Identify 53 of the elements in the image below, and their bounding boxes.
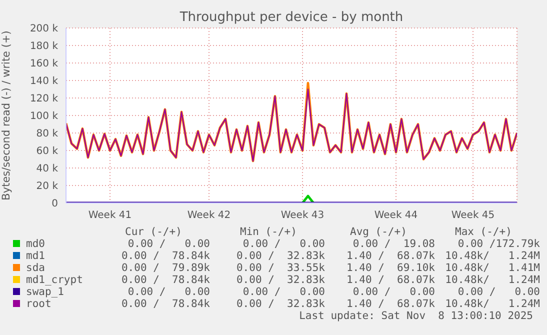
text: 0.00 / 0.00 bbox=[352, 286, 435, 298]
y-tick-label: 60 k bbox=[36, 146, 58, 158]
y-tick-label: 200 k bbox=[30, 24, 58, 35]
text: 0.00 / 78.84k bbox=[120, 274, 210, 286]
text: 1.40 / 69.10k bbox=[345, 262, 435, 274]
text: 0.00 /172.79k bbox=[456, 238, 540, 250]
y-tick-label: 100 k bbox=[30, 111, 58, 122]
y-tick-label: 180 k bbox=[30, 41, 58, 52]
y-tick-label: 0 bbox=[52, 198, 58, 210]
chart-title: Throughput per device - by month bbox=[178, 10, 404, 25]
text: 0.00 / 19.08 bbox=[352, 238, 435, 250]
legend-label: swap_1 bbox=[26, 286, 64, 298]
text: 0.00 / 78.84k bbox=[120, 250, 210, 262]
text: 10.48k/ 1.24M bbox=[444, 274, 540, 286]
y-tick-label: 140 k bbox=[30, 76, 58, 88]
legend-label: md1_crypt bbox=[26, 274, 83, 286]
text: Min (-/+) bbox=[240, 226, 297, 238]
text: 0.00 / 32.83k bbox=[235, 298, 325, 310]
text: 1.40 / 68.07k bbox=[345, 298, 435, 310]
text: 10.48k/ 1.24M bbox=[444, 298, 540, 310]
text: 0.00 / 79.89k bbox=[120, 262, 210, 274]
text: 1.40 / 68.07k bbox=[345, 250, 435, 262]
text: 0.00 / 78.84k bbox=[120, 298, 210, 310]
x-tick-label: Week 42 bbox=[187, 210, 231, 222]
text: 0.00 / 0.00 bbox=[242, 286, 325, 298]
text: 1.40 / 68.07k bbox=[345, 274, 435, 286]
y-tick-label: 20 k bbox=[36, 181, 58, 192]
legend-label: root bbox=[26, 298, 52, 310]
text: 0.00 / 32.83k bbox=[235, 274, 325, 286]
text: 0.00 / 0.00 bbox=[126, 286, 210, 298]
legend-label: sda bbox=[26, 262, 45, 274]
y-tick-label: 80 k bbox=[36, 128, 58, 140]
text: Last update: Sat Nov 8 13:00:10 2025 bbox=[299, 310, 533, 322]
x-tick-label: Week 41 bbox=[88, 210, 132, 222]
text: Cur (-/+) bbox=[125, 226, 182, 238]
text: 0.00 / 0.00 bbox=[126, 238, 210, 250]
legend-label: md1 bbox=[26, 250, 45, 262]
text: 10.48k/ 1.41M bbox=[444, 262, 540, 274]
y-tick-label: 40 k bbox=[36, 164, 58, 175]
text: 0.00 / 32.83k bbox=[235, 250, 325, 262]
text: 0.00 / 33.55k bbox=[235, 262, 325, 274]
text: 0.00 / 0.00 bbox=[456, 286, 540, 298]
x-tick-label: Week 44 bbox=[374, 210, 418, 222]
text: 10.48k/ 1.24M bbox=[444, 250, 540, 262]
y-tick-label: 120 k bbox=[30, 94, 58, 105]
legend-label: md0 bbox=[26, 238, 45, 250]
text: Max (-/+) bbox=[455, 226, 512, 238]
text: Avg (-/+) bbox=[350, 226, 407, 238]
text: 0.00 / 0.00 bbox=[242, 238, 325, 250]
y-axis-title: Bytes/second read (-) / write (+) bbox=[0, 30, 13, 200]
x-tick-label: Week 43 bbox=[280, 210, 324, 222]
y-tick-label: 160 k bbox=[30, 58, 58, 70]
x-tick-label: Week 45 bbox=[451, 210, 495, 222]
